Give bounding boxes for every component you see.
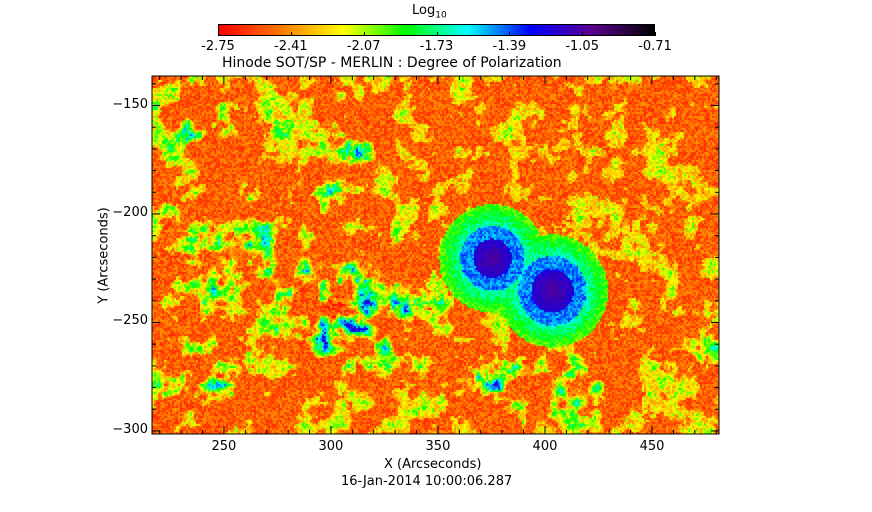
y-tick-label: −300 <box>112 421 148 437</box>
colorbar-tick-mark <box>218 32 219 36</box>
timestamp: 16-Jan-2014 10:00:06.287 <box>341 474 513 489</box>
colorbar-tick-mark <box>509 32 511 36</box>
y-tick-label: −150 <box>112 96 148 112</box>
colorbar-label-sub: 10 <box>435 10 447 21</box>
colorbar-tick-mark <box>436 32 438 36</box>
colorbar-label: Log10 <box>412 3 447 21</box>
colorbar-tick-mark <box>363 32 365 36</box>
colorbar-tick-label: -1.39 <box>492 39 527 54</box>
chart-title: Hinode SOT/SP - MERLIN : Degree of Polar… <box>222 55 562 71</box>
y-axis-label: Y (Arcseconds) <box>96 207 112 304</box>
polarization-map <box>152 76 719 434</box>
colorbar-tick-mark <box>582 32 584 36</box>
plot-frame <box>151 75 720 435</box>
y-tick-label: −250 <box>112 313 148 329</box>
colorbar-tick-mark <box>290 32 292 36</box>
x-tick-label: 350 <box>425 439 451 454</box>
colorbar-tick-label: -1.05 <box>565 39 599 54</box>
x-axis-label: X (Arcseconds) <box>384 457 482 472</box>
x-tick-label: 250 <box>211 439 237 454</box>
x-tick-label: 300 <box>318 439 344 454</box>
colorbar-tick-label: -2.07 <box>346 39 381 54</box>
colorbar-tick-label: -0.71 <box>638 39 672 54</box>
x-tick-label: 450 <box>639 439 665 454</box>
colorbar-tick-label: -2.75 <box>201 39 235 54</box>
colorbar-tick-label: -1.73 <box>419 39 454 54</box>
colorbar-tick-label: -2.41 <box>274 39 308 54</box>
y-tick-label: −200 <box>112 204 148 220</box>
colorbar-label-base: Log <box>412 3 436 18</box>
x-tick-label: 400 <box>532 439 558 454</box>
colorbar-tick-mark <box>655 32 656 36</box>
